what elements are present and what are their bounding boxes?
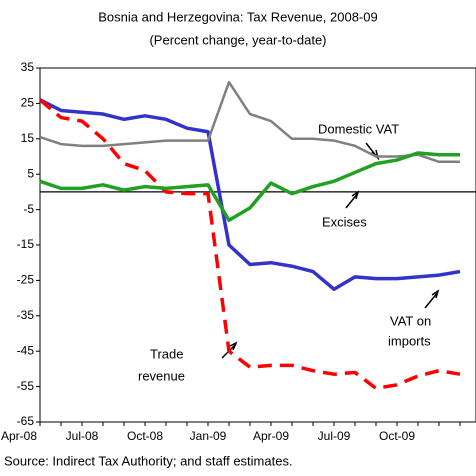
x-tick-label: Oct-08 bbox=[127, 429, 163, 443]
series-line bbox=[38, 98, 461, 391]
y-tick-label: 35 bbox=[21, 60, 35, 74]
y-tick-label: -35 bbox=[17, 308, 35, 322]
chart-subtitle: (Percent change, year-to-date) bbox=[149, 32, 326, 47]
y-tick-label: -15 bbox=[17, 237, 35, 251]
y-tick-label: 15 bbox=[21, 131, 35, 145]
series-line bbox=[39, 151, 460, 222]
plot-frame bbox=[39, 67, 476, 423]
annotation: revenue bbox=[138, 368, 185, 383]
y-tick-label: 25 bbox=[21, 96, 35, 110]
x-tick-label: Jan-09 bbox=[190, 429, 227, 443]
chart-title: Bosnia and Herzegovina: Tax Revenue, 200… bbox=[98, 9, 377, 24]
annotation: Trade bbox=[150, 346, 183, 361]
y-tick-label: -55 bbox=[17, 379, 35, 393]
x-tick-label: Jul-08 bbox=[66, 429, 99, 443]
y-tick-label: -5 bbox=[23, 202, 34, 216]
x-tick-label: Apr-09 bbox=[253, 429, 289, 443]
annotation: Domestic VAT bbox=[318, 121, 399, 136]
source: Source: Indirect Tax Authority; and staf… bbox=[4, 453, 293, 468]
y-tick-label: -65 bbox=[17, 414, 35, 428]
x-tick-label: Oct-09 bbox=[379, 429, 415, 443]
x-tick-label: Jul-09 bbox=[318, 429, 351, 443]
y-tick-label: -25 bbox=[17, 273, 35, 287]
annotation: imports bbox=[388, 333, 431, 348]
series-line bbox=[39, 98, 461, 291]
y-tick-label: -45 bbox=[17, 343, 35, 357]
series-line bbox=[39, 80, 460, 164]
annotation: VAT on bbox=[390, 313, 431, 328]
x-tick-label: Apr-08 bbox=[1, 429, 37, 443]
annotation: Excises bbox=[322, 214, 367, 229]
y-tick-label: 5 bbox=[27, 166, 34, 180]
